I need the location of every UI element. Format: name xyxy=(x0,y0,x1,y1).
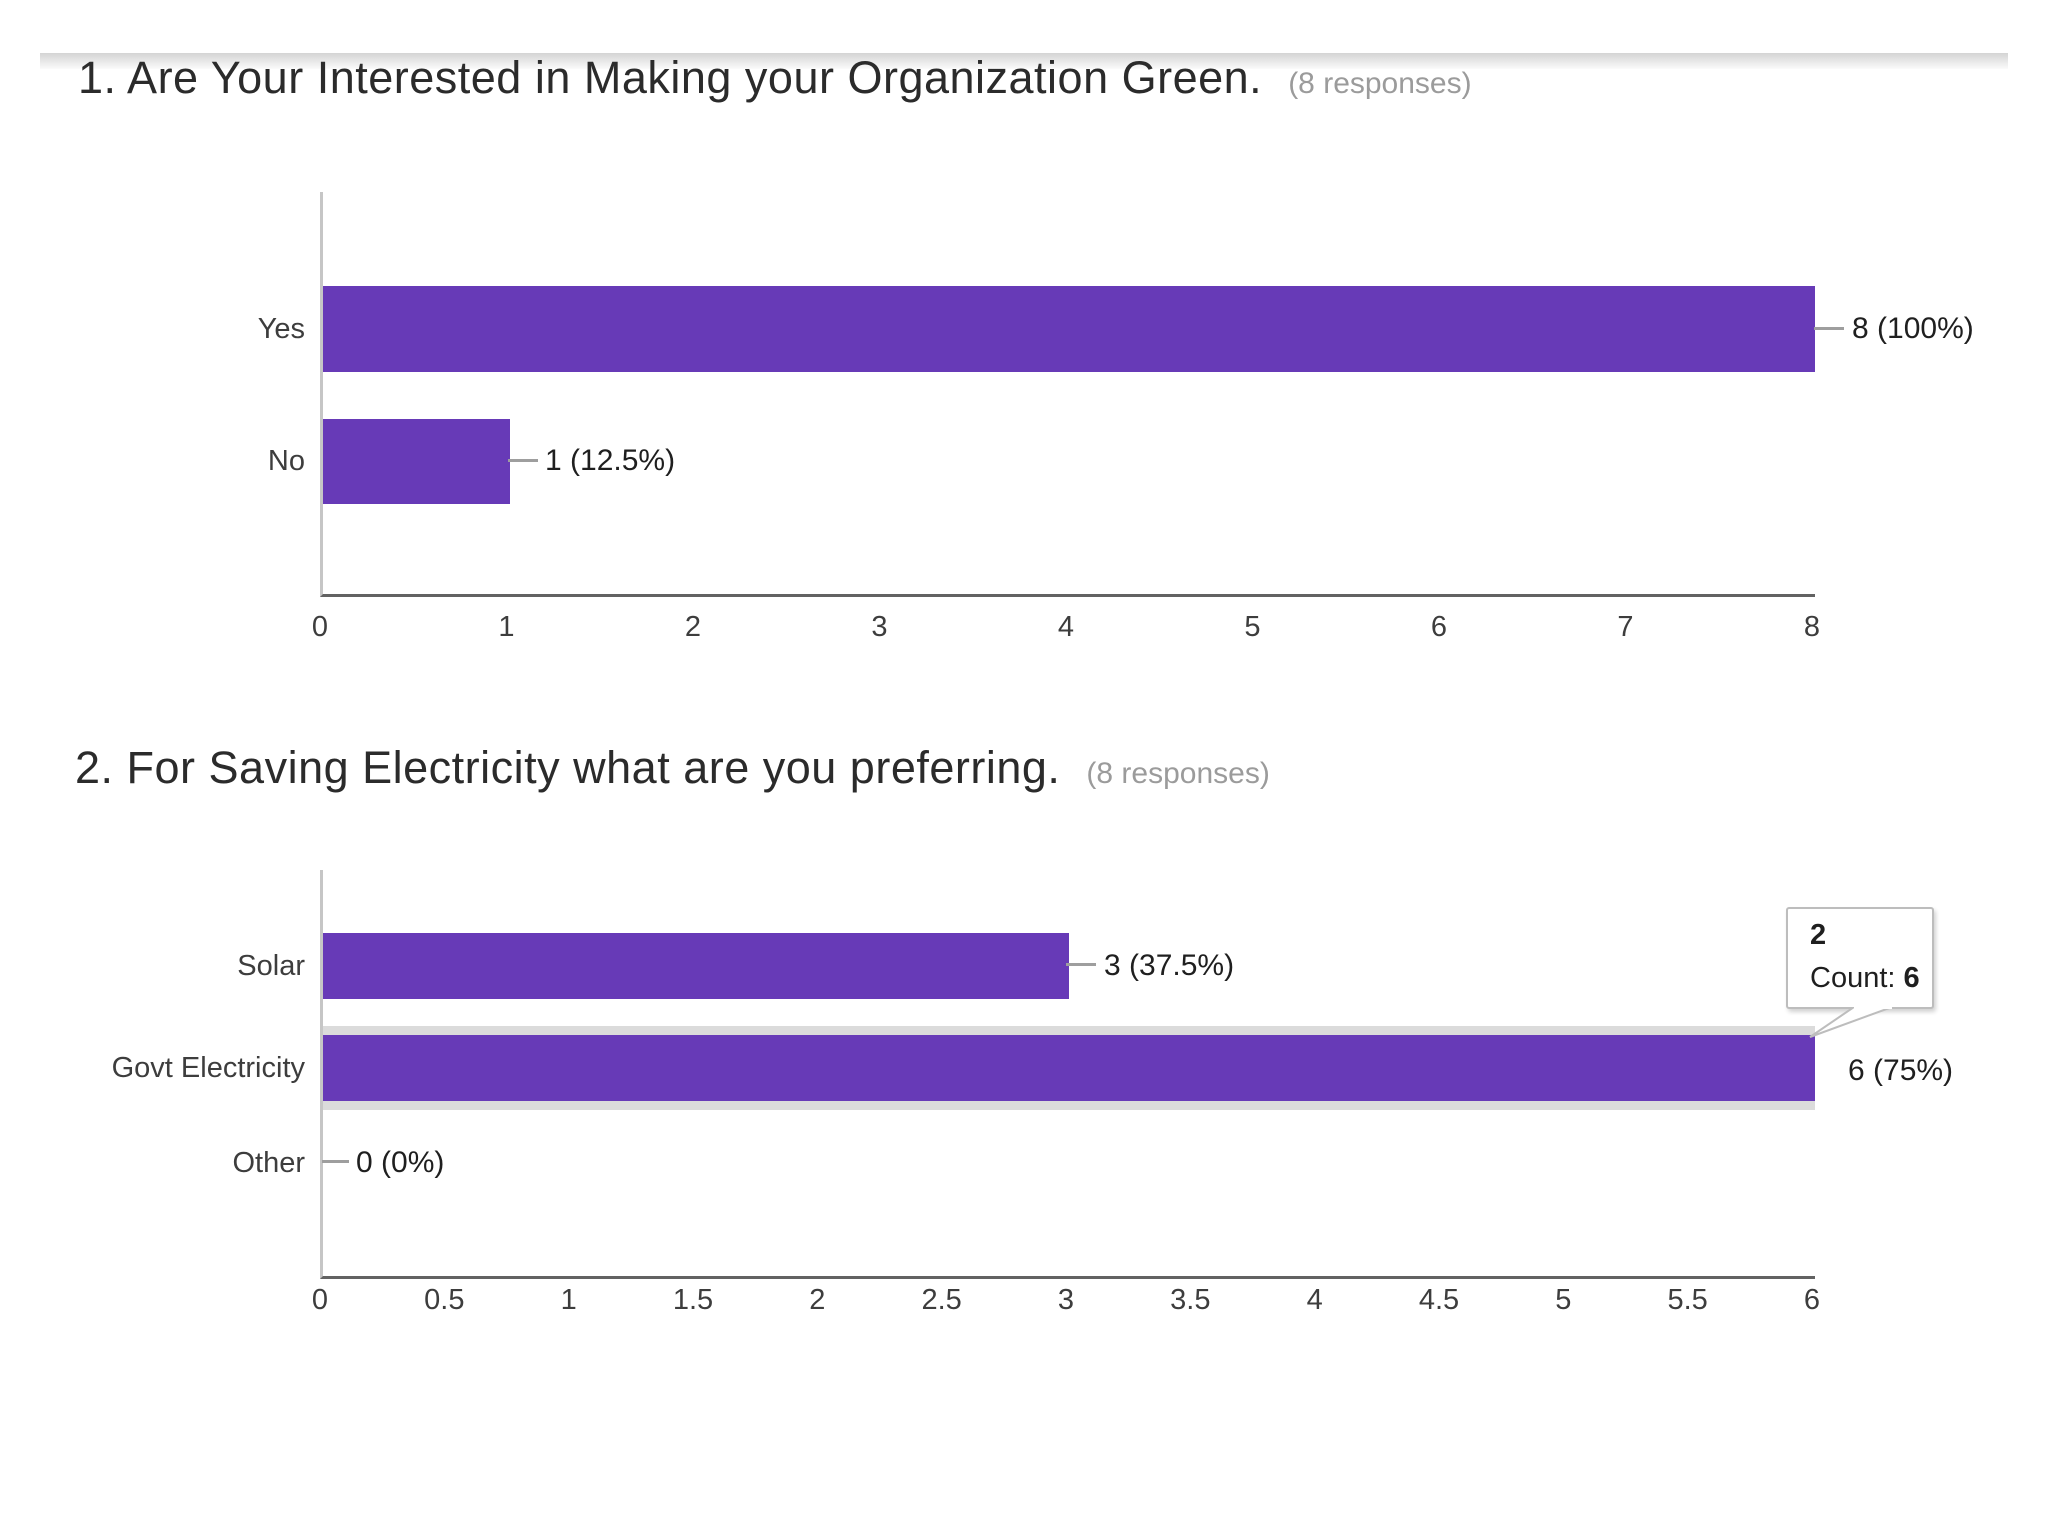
x-axis-tick: 4 xyxy=(1306,1284,1323,1316)
bar-solar[interactable] xyxy=(323,933,1069,999)
question-2-title-text: 2. For Saving Electricity what are you p… xyxy=(75,742,1061,793)
value-connector xyxy=(322,1160,349,1163)
category-label-govt-electricity: Govt Electricity xyxy=(111,1052,305,1084)
x-axis-tick: 4 xyxy=(1057,611,1075,643)
chart-2-x-axis: 0 0.5 1 1.5 2 2.5 3 3.5 4 4.5 5 5.5 6 xyxy=(312,1284,1820,1324)
x-axis-tick: 2.5 xyxy=(921,1284,962,1316)
x-axis-tick: 1.5 xyxy=(672,1284,714,1316)
hover-highlight-strip xyxy=(323,1026,1815,1035)
chart-1-x-axis: 0 1 2 3 4 5 6 7 8 xyxy=(312,611,1820,651)
value-label-govt-electricity: 6 (75%) xyxy=(1848,1054,1954,1087)
value-label-other: 0 (0%) xyxy=(356,1146,445,1179)
bar-yes[interactable] xyxy=(323,286,1815,372)
tooltip-count: Count: 6 xyxy=(1810,962,1920,994)
x-axis-tick: 5.5 xyxy=(1667,1284,1708,1316)
value-label-no: 1 (12.5%) xyxy=(545,444,676,477)
x-axis-tick: 3 xyxy=(871,611,888,643)
x-axis-tick: 6 xyxy=(1803,1284,1821,1316)
question-1-title: 1. Are Your Interested in Making your Or… xyxy=(78,52,1472,104)
chart-1-plot-area xyxy=(320,192,1815,597)
top-divider xyxy=(40,53,2008,69)
x-axis-tick: 0 xyxy=(311,611,329,643)
x-axis-tick: 4.5 xyxy=(1418,1284,1460,1316)
x-axis-tick: 6 xyxy=(1430,611,1448,643)
category-label-no: No xyxy=(267,445,305,477)
value-connector xyxy=(1814,327,1844,330)
x-axis-tick: 1 xyxy=(498,611,515,643)
x-axis-tick: 0.5 xyxy=(424,1284,465,1316)
bar-govt-electricity[interactable] xyxy=(323,1035,1815,1101)
hover-highlight-strip xyxy=(323,1101,1815,1110)
x-axis-tick: 5 xyxy=(1244,611,1261,643)
x-axis-tick: 7 xyxy=(1617,611,1634,643)
category-label-yes: Yes xyxy=(257,313,305,345)
x-axis-tick: 0 xyxy=(311,1284,329,1316)
x-axis-tick: 3.5 xyxy=(1170,1284,1211,1316)
x-axis-tick: 1 xyxy=(560,1284,577,1316)
x-axis-tick: 2 xyxy=(684,611,702,643)
question-1-title-text: 1. Are Your Interested in Making your Or… xyxy=(78,52,1263,103)
bar-tooltip: 2 Count: 6 xyxy=(1786,907,1934,1038)
question-2-title: 2. For Saving Electricity what are you p… xyxy=(75,742,1270,794)
value-label-yes: 8 (100%) xyxy=(1852,312,1974,345)
chart-2-plot-area xyxy=(320,870,1815,1279)
category-label-solar: Solar xyxy=(237,950,305,982)
question-1-responses-count: (8 responses) xyxy=(1288,67,1472,100)
x-axis-tick: 3 xyxy=(1057,1284,1075,1316)
x-axis-tick: 5 xyxy=(1555,1284,1572,1316)
value-connector xyxy=(508,459,538,462)
x-axis-tick: 8 xyxy=(1803,611,1821,643)
x-axis-tick: 2 xyxy=(809,1284,826,1316)
tooltip-header: 2 xyxy=(1810,919,1827,951)
tooltip-pointer xyxy=(1809,1007,1893,1038)
question-2-responses-count: (8 responses) xyxy=(1086,757,1270,790)
value-connector xyxy=(1066,963,1096,966)
category-label-other: Other xyxy=(232,1147,305,1179)
bar-no[interactable] xyxy=(323,419,510,504)
value-label-solar: 3 (37.5%) xyxy=(1104,949,1235,982)
